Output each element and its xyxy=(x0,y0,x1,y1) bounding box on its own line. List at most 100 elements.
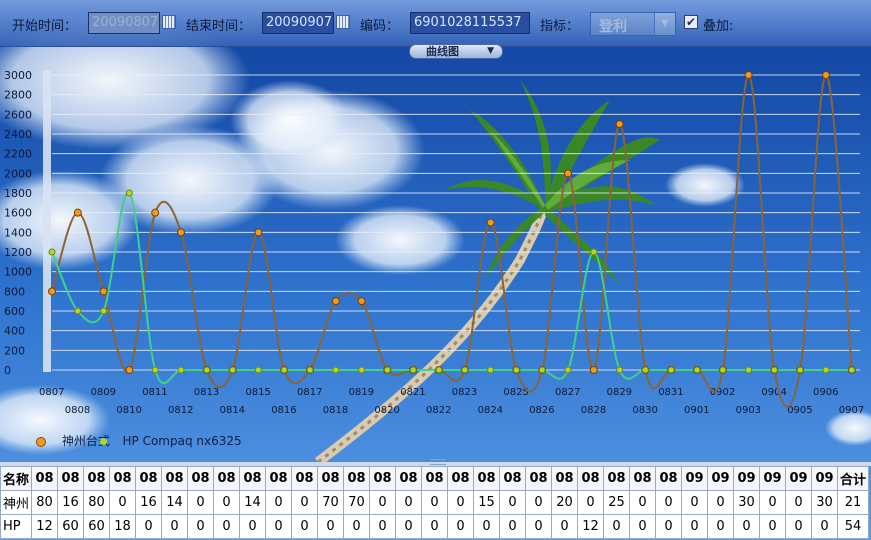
table-cell[interactable]: 0 xyxy=(369,490,397,515)
table-cell[interactable]: 0 xyxy=(213,514,241,539)
table-cell[interactable]: 0 xyxy=(525,490,553,515)
table-cell[interactable]: 60 xyxy=(83,514,111,539)
table-cell[interactable]: 名称 xyxy=(0,466,33,491)
table-cell[interactable]: 60 xyxy=(57,514,85,539)
table-cell[interactable]: 08 xyxy=(343,466,371,491)
table-cell[interactable]: 0 xyxy=(109,490,137,515)
metric-select[interactable]: 登利 ▼ xyxy=(590,12,676,36)
table-cell[interactable]: 08 xyxy=(603,466,631,491)
table-cell[interactable]: 0 xyxy=(629,514,657,539)
table-cell[interactable]: 0 xyxy=(759,514,787,539)
table-cell[interactable]: 0 xyxy=(187,490,215,515)
table-cell[interactable]: 0 xyxy=(265,514,293,539)
overlay-checkbox[interactable]: ✔ xyxy=(684,15,698,29)
table-cell[interactable]: 0 xyxy=(499,490,527,515)
table-cell[interactable]: 54 xyxy=(837,514,870,539)
table-cell[interactable]: 15 xyxy=(473,490,501,515)
table-cell[interactable]: 30 xyxy=(811,490,839,515)
table-cell[interactable]: 0 xyxy=(759,490,787,515)
table-cell[interactable]: 20 xyxy=(551,490,579,515)
table-cell[interactable]: 08 xyxy=(57,466,85,491)
chart-type-dropdown[interactable]: 曲线图 ▼ xyxy=(409,44,503,59)
end-date-input[interactable]: 20090907 xyxy=(262,12,334,34)
start-date-input[interactable]: 20090807 xyxy=(88,12,160,34)
table-cell[interactable]: 0 xyxy=(395,514,423,539)
table-cell[interactable]: 0 xyxy=(135,514,163,539)
table-cell[interactable]: 0 xyxy=(655,490,683,515)
table-cell[interactable]: 0 xyxy=(681,514,709,539)
table-cell[interactable]: 0 xyxy=(681,490,709,515)
table-cell[interactable]: 0 xyxy=(499,514,527,539)
table-cell[interactable]: 08 xyxy=(291,466,319,491)
chevron-down-icon[interactable]: ▼ xyxy=(654,13,675,35)
table-cell[interactable]: 08 xyxy=(421,466,449,491)
table-cell[interactable]: 0 xyxy=(811,514,839,539)
table-cell[interactable]: 08 xyxy=(577,466,605,491)
table-cell[interactable]: 0 xyxy=(603,514,631,539)
table-cell[interactable]: 0 xyxy=(707,490,735,515)
table-cell[interactable]: 80 xyxy=(31,490,59,515)
table-cell[interactable]: 0 xyxy=(447,490,475,515)
splitter-grip[interactable] xyxy=(430,459,446,465)
table-cell[interactable]: 0 xyxy=(395,490,423,515)
table-cell[interactable]: 08 xyxy=(551,466,579,491)
table-cell[interactable]: 08 xyxy=(525,466,553,491)
table-row[interactable]: 神州 80 16 80 0 16 14 0 0 14 0 0 70 70 0 0 0 0 15 0 0 20 0 25 0 0 0 0… xyxy=(0,490,870,515)
calendar-icon[interactable] xyxy=(336,15,350,29)
table-cell[interactable]: 08 xyxy=(109,466,137,491)
table-cell[interactable]: 16 xyxy=(57,490,85,515)
table-cell[interactable]: 0 xyxy=(239,514,267,539)
table-cell[interactable]: 70 xyxy=(343,490,371,515)
table-cell[interactable]: 0 xyxy=(525,514,553,539)
table-cell[interactable]: 08 xyxy=(135,466,163,491)
table-header-row[interactable]: 名称 08 08 08 08 08 08 08 08 08 08 08 08 08 08 08 08 08 08 08… xyxy=(0,466,870,491)
table-cell[interactable]: 14 xyxy=(239,490,267,515)
calendar-icon[interactable] xyxy=(162,15,176,29)
table-cell[interactable]: 30 xyxy=(733,490,761,515)
table-cell[interactable]: 09 xyxy=(785,466,813,491)
table-cell[interactable]: 0 xyxy=(707,514,735,539)
table-cell[interactable]: 08 xyxy=(213,466,241,491)
table-cell[interactable]: 14 xyxy=(161,490,189,515)
table-cell[interactable]: 12 xyxy=(31,514,59,539)
table-cell[interactable]: 0 xyxy=(447,514,475,539)
table-cell[interactable]: 0 xyxy=(551,514,579,539)
table-cell[interactable]: 0 xyxy=(291,514,319,539)
table-cell[interactable]: 08 xyxy=(265,466,293,491)
table-cell[interactable]: 神州 xyxy=(0,490,33,515)
table-cell[interactable]: 09 xyxy=(733,466,761,491)
table-cell[interactable]: 0 xyxy=(473,514,501,539)
table-cell[interactable]: 08 xyxy=(629,466,657,491)
table-cell[interactable]: 0 xyxy=(421,490,449,515)
table-cell[interactable]: 0 xyxy=(785,514,813,539)
table-cell[interactable]: 16 xyxy=(135,490,163,515)
table-cell[interactable]: 09 xyxy=(681,466,709,491)
table-cell[interactable]: 合计 xyxy=(837,466,870,491)
table-cell[interactable]: 18 xyxy=(109,514,137,539)
table-cell[interactable]: 08 xyxy=(395,466,423,491)
table-cell[interactable]: 0 xyxy=(161,514,189,539)
table-cell[interactable]: 09 xyxy=(759,466,787,491)
table-cell[interactable]: 0 xyxy=(291,490,319,515)
table-cell[interactable]: 08 xyxy=(83,466,111,491)
table-cell[interactable]: 09 xyxy=(811,466,839,491)
table-cell[interactable]: 08 xyxy=(447,466,475,491)
table-cell[interactable]: 08 xyxy=(317,466,345,491)
table-cell[interactable]: 08 xyxy=(239,466,267,491)
table-cell[interactable]: 0 xyxy=(733,514,761,539)
table-cell[interactable]: 0 xyxy=(655,514,683,539)
table-cell[interactable]: 21 xyxy=(837,490,870,515)
table-row[interactable]: HP 12 60 60 18 0 0 0 0 0 0 0 0 0 0 0 0 0 0 0 0 0 12 0 0 0 0 0 0 0 0 0 54 xyxy=(0,514,870,539)
table-cell[interactable]: 08 xyxy=(499,466,527,491)
table-cell[interactable]: 70 xyxy=(317,490,345,515)
table-cell[interactable]: 0 xyxy=(577,490,605,515)
table-cell[interactable]: 12 xyxy=(577,514,605,539)
table-cell[interactable]: 0 xyxy=(421,514,449,539)
table-cell[interactable]: 80 xyxy=(83,490,111,515)
table-cell[interactable]: 25 xyxy=(603,490,631,515)
table-cell[interactable]: 0 xyxy=(265,490,293,515)
table-cell[interactable]: 08 xyxy=(187,466,215,491)
table-cell[interactable]: 08 xyxy=(369,466,397,491)
table-cell[interactable]: 0 xyxy=(343,514,371,539)
table-cell[interactable]: 0 xyxy=(317,514,345,539)
